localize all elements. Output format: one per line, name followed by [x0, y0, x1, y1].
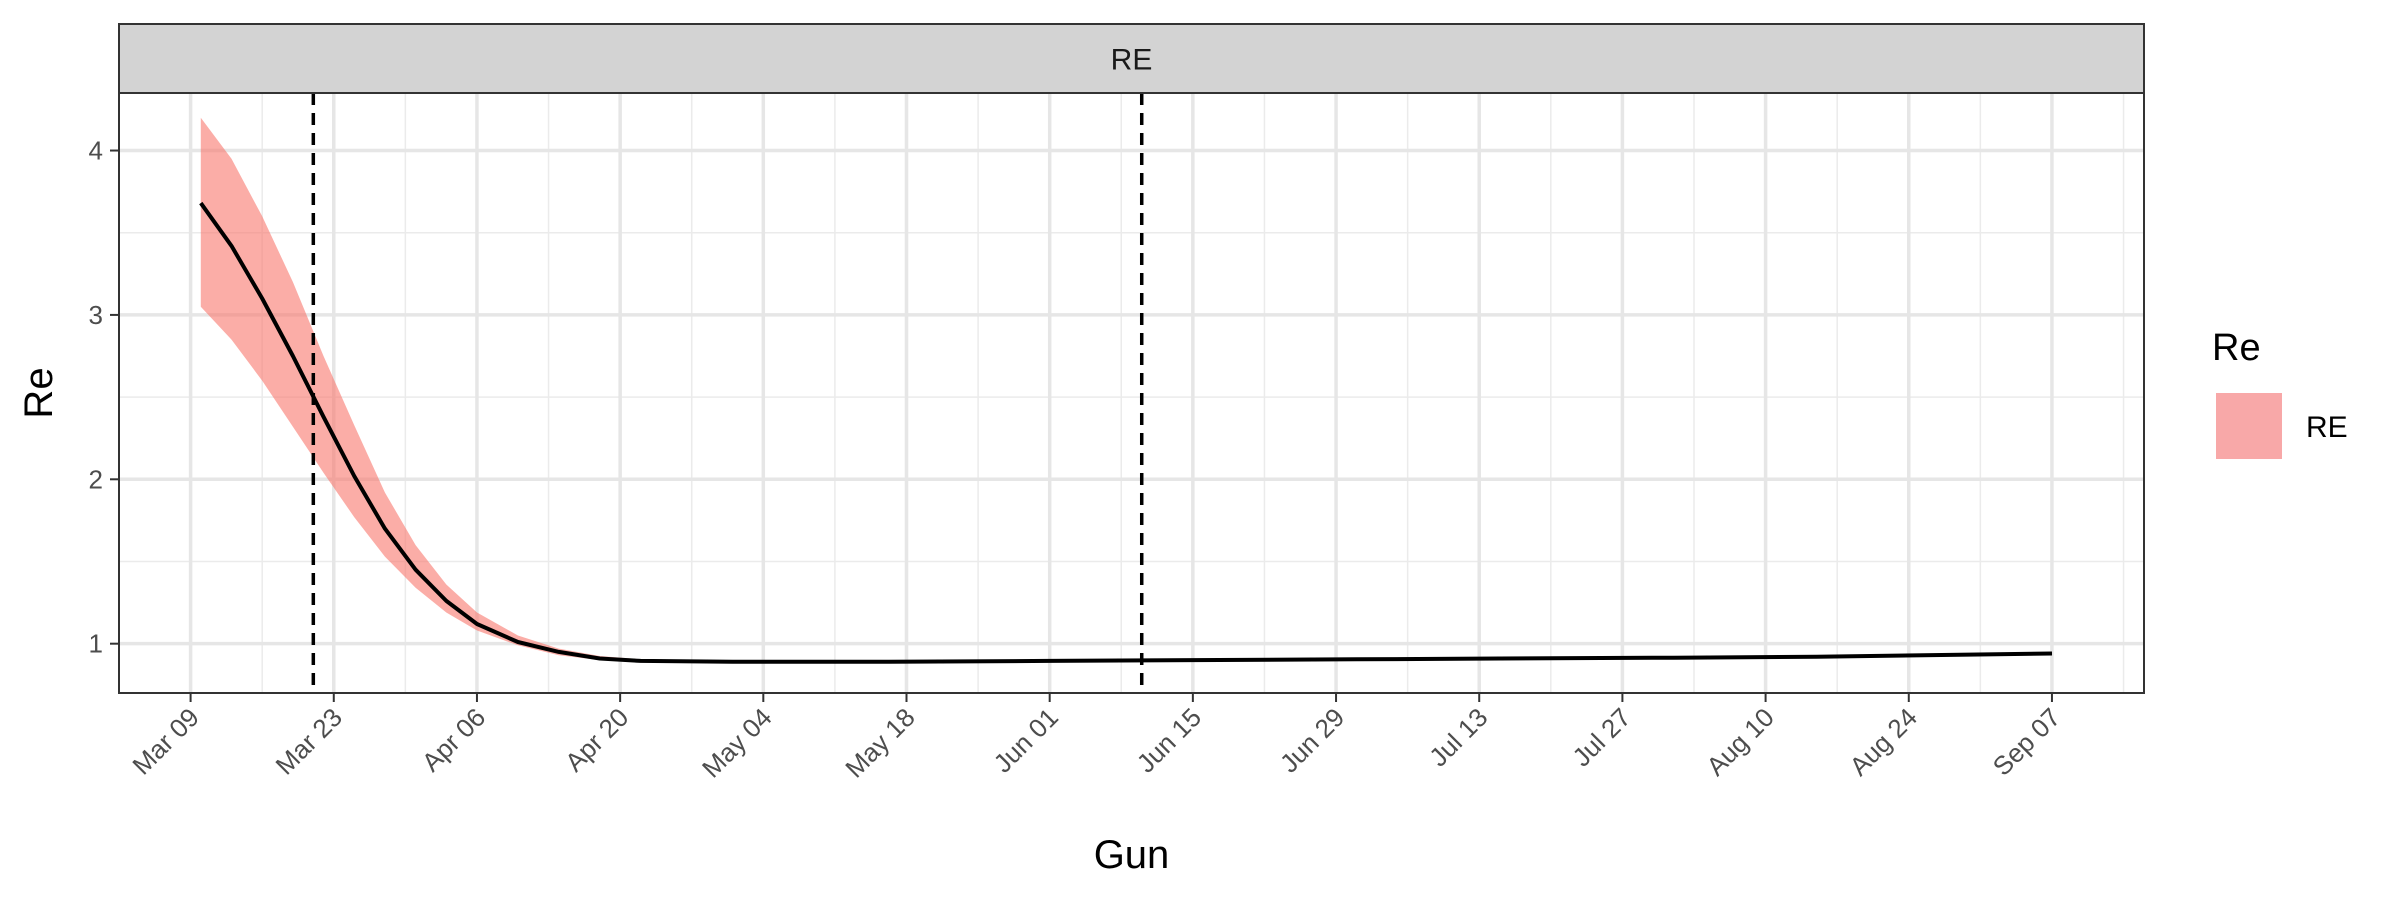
plot-panel	[118, 92, 2145, 694]
minor-gridlines	[119, 93, 2144, 693]
x-tick-label: Sep 07	[1987, 702, 2066, 781]
facet-strip: RE	[118, 23, 2145, 94]
x-tick-label: Aug 10	[1700, 702, 1779, 781]
x-tick-label: Jul 27	[1566, 702, 1636, 772]
y-axis: 1 2 3 4	[89, 136, 119, 659]
facet-strip-background	[118, 23, 2145, 94]
plot-panel-border	[118, 92, 2145, 694]
legend-label-re: RE	[2306, 411, 2348, 444]
legend-key-re	[2216, 393, 2282, 459]
x-tick-label: Aug 24	[1844, 702, 1923, 781]
facet-strip-label: RE	[1111, 44, 1153, 77]
x-axis: Mar 09 Mar 23 Apr 06 Apr 20 May 04 May 18 Jun …	[126, 693, 2066, 784]
plot-panel-background	[119, 93, 2144, 693]
x-tick-label: Mar 23	[270, 702, 348, 780]
vline-layer	[311, 93, 1144, 693]
x-tick-label: Mar 09	[126, 702, 204, 780]
x-tick-label: Jun 01	[988, 702, 1064, 778]
y-tick-label: 4	[89, 136, 103, 166]
x-tick-label: Jul 13	[1423, 702, 1493, 772]
y-axis-title: Re	[17, 367, 61, 418]
legend-title: Re	[2212, 327, 2261, 369]
x-tick-label: May 18	[839, 702, 921, 784]
y-tick-label: 2	[89, 464, 103, 494]
legend: Re RE	[2212, 327, 2348, 459]
x-tick-label: Apr 06	[416, 702, 491, 777]
x-tick-label: May 04	[696, 702, 778, 784]
x-axis-title: Gun	[1094, 833, 1170, 877]
y-tick-label: 1	[89, 629, 103, 659]
y-tick-label: 3	[89, 300, 103, 330]
x-tick-label: Jun 15	[1131, 702, 1207, 778]
x-tick-label: Apr 20	[559, 702, 634, 777]
x-tick-label: Jun 29	[1274, 702, 1350, 778]
